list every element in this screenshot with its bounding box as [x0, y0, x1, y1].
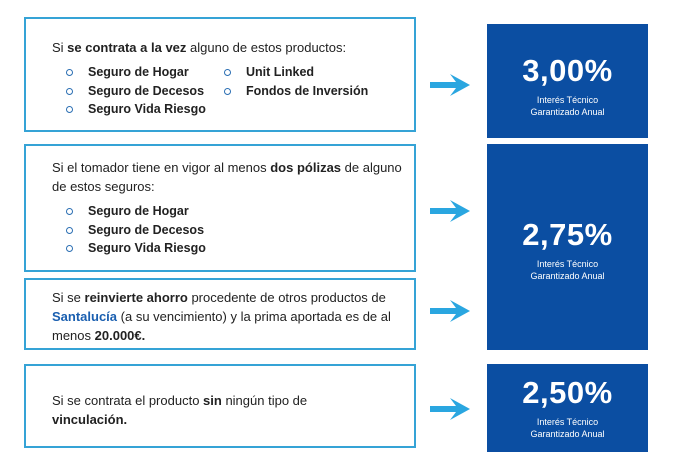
rate-label: Interés Técnico Garantizado Anual [530, 95, 605, 117]
condition-box-3: Si se reinvierte ahorro procedente de ot… [24, 278, 416, 350]
list-item: Seguro Vida Riesgo [64, 239, 406, 258]
rate-label: Interés Técnico Garantizado Anual [530, 259, 605, 281]
list-item: Seguro de Decesos [64, 221, 406, 240]
condition-text-3: Si se reinvierte ahorro procedente de ot… [52, 290, 391, 343]
list-item: Seguro Vida Riesgo [64, 100, 222, 119]
rate-box-3: 2,50% Interés Técnico Garantizado Anual [487, 364, 648, 452]
list-item: Seguro de Hogar [64, 63, 222, 82]
arrow-right-icon [430, 200, 470, 222]
product-list-1b: Unit Linked Fondos de Inversión [222, 63, 368, 119]
condition-box-1: Si se contrata a la vez alguno de estos … [24, 17, 416, 132]
condition-text-2: Si el tomador tiene en vigor al menos do… [52, 160, 402, 194]
rate-value: 2,50% [522, 375, 613, 410]
list-item: Fondos de Inversión [222, 82, 368, 101]
product-list-2: Seguro de Hogar Seguro de Decesos Seguro… [64, 202, 406, 258]
condition-box-4: Si se contrata el producto sin ningún ti… [24, 364, 416, 448]
product-list-1a: Seguro de Hogar Seguro de Decesos Seguro… [64, 63, 222, 119]
rate-box-1: 3,00% Interés Técnico Garantizado Anual [487, 24, 648, 138]
condition-text-1: Si se contrata a la vez alguno de estos … [52, 40, 347, 55]
brand-name: Santalucía [52, 309, 118, 324]
arrow-right-icon [430, 300, 470, 322]
rate-value: 3,00% [522, 53, 613, 88]
list-item: Seguro de Hogar [64, 202, 406, 221]
arrow-right-icon [430, 74, 470, 96]
condition-text-4: Si se contrata el producto sin ningún ti… [52, 393, 308, 427]
rate-value: 2,75% [522, 217, 613, 252]
list-item: Unit Linked [222, 63, 368, 82]
rate-box-2: 2,75% Interés Técnico Garantizado Anual [487, 144, 648, 350]
list-item: Seguro de Decesos [64, 82, 222, 101]
condition-box-2: Si el tomador tiene en vigor al menos do… [24, 144, 416, 272]
rate-label: Interés Técnico Garantizado Anual [530, 417, 605, 439]
arrow-right-icon [430, 398, 470, 420]
